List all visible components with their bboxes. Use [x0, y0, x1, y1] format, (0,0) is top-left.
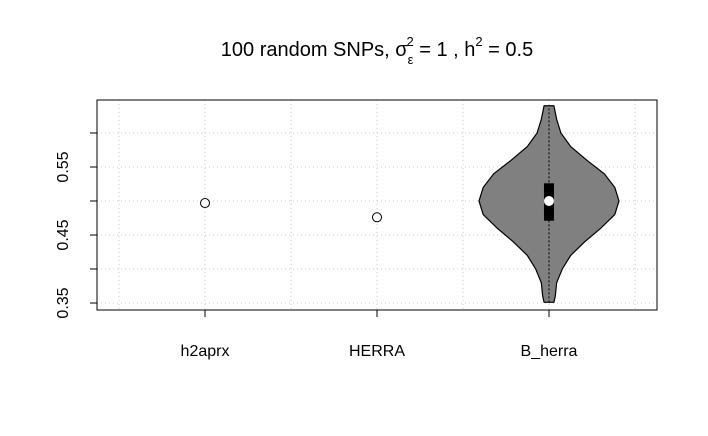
title-part: 100 random SNPs, σ: [221, 39, 409, 61]
y-tick-label: 0.35: [55, 287, 72, 318]
point: [372, 212, 382, 223]
median: [543, 195, 554, 206]
x-tick-label: HERRA: [349, 343, 405, 360]
title-sub: ε: [408, 52, 414, 67]
y-tick-label: 0.55: [55, 151, 72, 182]
x-tick-label: B_herra: [521, 343, 578, 360]
title-part: = 0.5: [483, 39, 534, 61]
title-part: = 1 , h: [414, 39, 476, 61]
title-sup: 2: [406, 34, 413, 49]
point: [200, 198, 211, 209]
y-tick-label: 0.45: [55, 219, 72, 250]
chart-title: 100 random SNPs, σε 2 = 1 , h2 = 0.5: [221, 34, 533, 67]
title-sup: 2: [475, 34, 482, 49]
x-tick-label: h2aprx: [181, 343, 230, 360]
